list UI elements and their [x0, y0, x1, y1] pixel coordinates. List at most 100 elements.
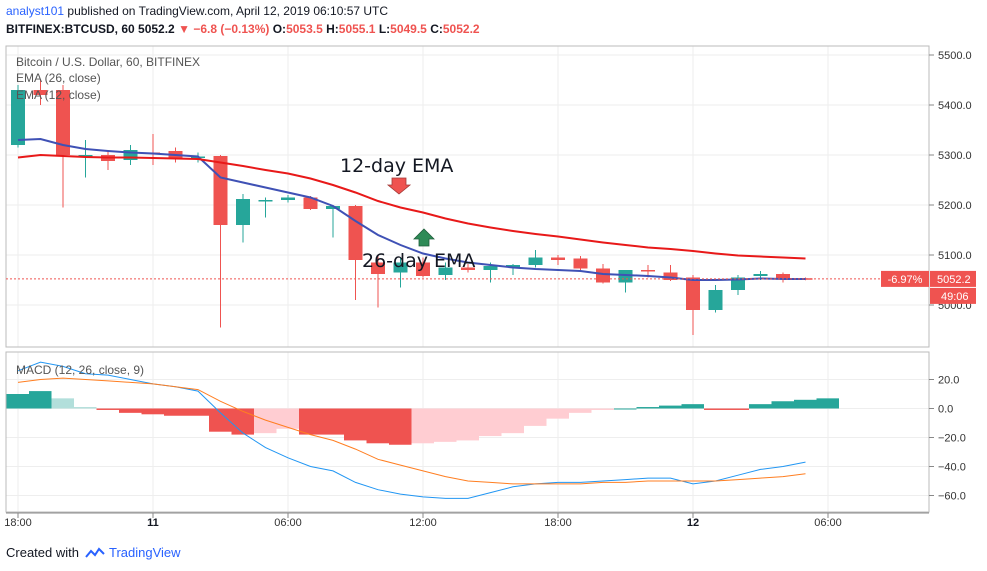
- up-arrow-icon: [413, 228, 435, 247]
- histogram-bar: [636, 407, 659, 409]
- grid: [6, 46, 929, 512]
- symbol-label: BITFINEX:BTCUSD, 60: [6, 22, 135, 36]
- close-label: C:: [430, 22, 443, 36]
- countdown-text: 49:06: [941, 291, 969, 303]
- change-pct-text: -6.97%: [888, 274, 923, 286]
- candle-body: [213, 156, 228, 225]
- histogram-bar: [569, 408, 592, 413]
- histogram-bar: [254, 408, 277, 434]
- histogram-bar: [546, 408, 569, 419]
- histogram-bar: [524, 408, 547, 426]
- histogram-bar: [299, 408, 322, 435]
- macd-axis-label: 20.0: [938, 375, 959, 387]
- macd-axis-label: 0.0: [938, 404, 953, 416]
- histogram-bar: [231, 408, 254, 435]
- histogram-bar: [659, 405, 682, 409]
- tradingview-brand-link[interactable]: TradingView: [108, 545, 181, 560]
- last-price-tag: [930, 270, 976, 287]
- candle-body: [416, 262, 430, 276]
- chart-title: Bitcoin / U.S. Dollar, 60, BITFINEX: [16, 55, 200, 69]
- candle-body: [56, 90, 70, 155]
- time-axis-label: 12: [687, 517, 699, 529]
- histogram-bar: [164, 408, 187, 416]
- axes: 5000.05100.05200.05300.05400.05500.020.0…: [4, 50, 971, 529]
- annotation-26-day-ema: 26-day EMA: [362, 250, 475, 272]
- ema-lines: [17, 137, 806, 281]
- created-with-text: Created with: [6, 545, 79, 560]
- histogram-bar: [726, 408, 749, 410]
- histogram-bar: [389, 408, 412, 445]
- candle-body: [393, 262, 408, 273]
- histogram-bar: [141, 408, 164, 415]
- countdown-tag: [930, 287, 976, 304]
- histogram-bar: [479, 408, 502, 437]
- histogram-bar: [6, 394, 29, 409]
- macd-histogram: [6, 391, 839, 445]
- legend-macd[interactable]: MACD (12, 26, close, 9): [16, 363, 144, 377]
- time-axis-label: 18:00: [544, 517, 572, 529]
- tradingview-logo-icon: [85, 546, 105, 558]
- candle-body: [11, 90, 25, 145]
- low-label: L:: [378, 22, 391, 36]
- macd-lines: [17, 361, 806, 499]
- time-axis-label: 06:00: [274, 517, 302, 529]
- histogram-bar: [276, 408, 299, 429]
- author-link[interactable]: analyst101: [6, 4, 65, 18]
- candle-body: [596, 268, 610, 283]
- candle-body: [663, 272, 678, 280]
- price-axis-label: 5100.0: [938, 250, 972, 262]
- candle-body: [551, 257, 565, 260]
- pane-borders: [5, 45, 930, 514]
- histogram-bar: [614, 408, 637, 410]
- high-label: H:: [326, 22, 339, 36]
- footer: Created with TradingView: [6, 545, 181, 560]
- macd-axis-label: −40.0: [938, 462, 966, 474]
- histogram-bar: [501, 408, 524, 434]
- ema-line-26: [17, 153, 806, 260]
- time-axis-label: 11: [147, 517, 159, 529]
- candle-body: [78, 155, 93, 157]
- histogram-bar: [771, 401, 794, 409]
- candle-body: [641, 270, 655, 272]
- histogram-bar: [704, 408, 727, 410]
- candle-body: [731, 277, 745, 290]
- histogram-bar: [816, 398, 839, 409]
- histogram-bar: [344, 408, 367, 441]
- histogram-bar: [794, 399, 817, 409]
- candle-body: [438, 267, 453, 275]
- time-axis-label: 12:00: [409, 517, 437, 529]
- candle-body: [236, 199, 250, 225]
- ema-line-12: [17, 137, 806, 281]
- histogram-bar: [321, 408, 344, 435]
- candle-body: [686, 277, 700, 310]
- annotation-12-day-ema: 12-day EMA: [340, 155, 453, 177]
- candle-body: [573, 258, 588, 269]
- histogram-bar: [411, 408, 434, 444]
- candles[interactable]: [11, 80, 813, 335]
- candle-body: [348, 206, 363, 260]
- time-axis-label: 18:00: [4, 517, 32, 529]
- price-axis-label: 5300.0: [938, 150, 972, 162]
- open-label: O:: [272, 22, 287, 36]
- candle-body: [483, 266, 498, 270]
- histogram-bar: [434, 408, 457, 442]
- price-axis-label: 5400.0: [938, 100, 972, 112]
- change-arrow-icon: ▼: [178, 22, 190, 36]
- legend-ema26[interactable]: EMA (26, close): [16, 71, 101, 85]
- histogram-bar: [119, 408, 142, 413]
- macd-axis-label: −60.0: [938, 491, 966, 503]
- candle-body: [303, 197, 318, 209]
- candle-body: [281, 197, 295, 200]
- high-value: 5055.1: [338, 22, 376, 36]
- candle-body: [258, 200, 273, 202]
- histogram-bar: [29, 391, 52, 409]
- price-pane-border: [5, 45, 930, 348]
- histogram-bar: [96, 408, 119, 410]
- histogram-bar: [749, 404, 772, 409]
- published-text: published on TradingView.com, April 12, …: [67, 4, 389, 18]
- candle-body: [326, 206, 340, 209]
- histogram-bar: [681, 404, 704, 409]
- legend-ema12[interactable]: EMA (12, close): [16, 88, 101, 102]
- current-price: 5052.2: [138, 22, 175, 36]
